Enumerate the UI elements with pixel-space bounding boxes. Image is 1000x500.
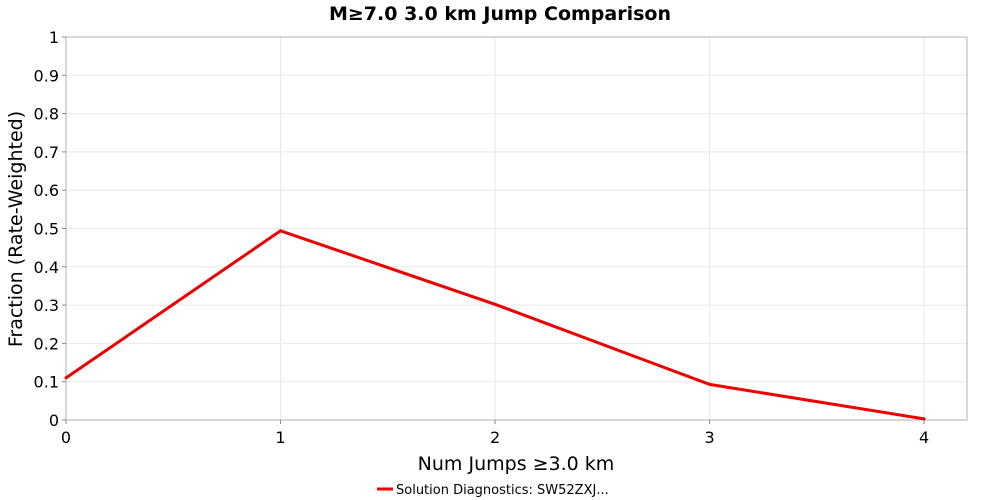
y-tick-label: 0.9 (34, 66, 59, 85)
y-axis-ticks: 0 0.1 0.2 0.3 0.4 0.5 0.6 0.7 0.8 0.9 1 (34, 28, 66, 430)
grid (65, 36, 967, 421)
y-tick-label: 0.7 (34, 143, 59, 162)
chart-title: M≥7.0 3.0 km Jump Comparison (329, 3, 671, 25)
y-tick-label: 0.6 (34, 181, 59, 200)
data-point (708, 382, 712, 386)
y-tick-label: 0.2 (34, 334, 59, 353)
y-tick-label: 0 (49, 411, 59, 430)
x-axis-label: Num Jumps ≥3.0 km (418, 453, 615, 475)
x-tick-label: 3 (704, 428, 714, 447)
data-point (64, 376, 68, 380)
y-axis-label: Fraction (Rate-Weighted) (5, 111, 27, 347)
y-tick-label: 0.8 (34, 105, 59, 124)
y-tick-label: 0.3 (34, 296, 59, 315)
x-axis-ticks: 0 1 2 3 4 (61, 420, 929, 447)
legend: Solution Diagnostics: SW52ZXJ... (377, 483, 609, 498)
legend-entry: Solution Diagnostics: SW52ZXJ... (396, 483, 609, 498)
y-tick-label: 0.4 (34, 258, 59, 277)
data-point (493, 302, 497, 306)
x-tick-label: 4 (919, 428, 929, 447)
x-tick-label: 2 (490, 428, 500, 447)
data-point (922, 417, 926, 421)
series-layer (64, 229, 926, 421)
y-tick-label: 0.5 (34, 220, 59, 239)
data-point (279, 229, 283, 233)
x-tick-label: 1 (275, 428, 285, 447)
y-tick-label: 0.1 (34, 373, 59, 392)
x-tick-label: 0 (61, 428, 71, 447)
y-tick-label: 1 (49, 28, 59, 47)
